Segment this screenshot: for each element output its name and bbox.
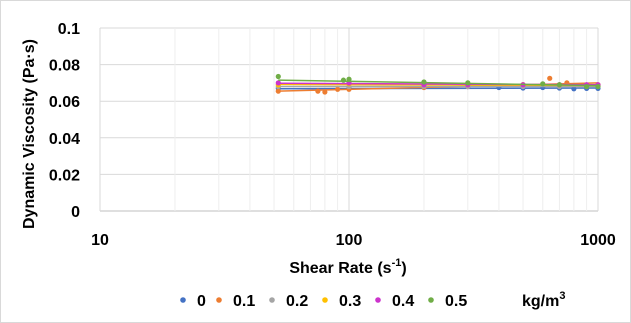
data-point [340,77,347,83]
x-tick-label: 10 [91,232,109,249]
legend-label: 0.3 [339,293,361,310]
legend-marker [375,297,381,303]
legend-unit-sup: 3 [559,290,565,302]
legend-label: 0.5 [445,293,467,310]
x-axis-title-main: Shear Rate (s [289,260,391,277]
y-tick-label: 0 [71,204,80,221]
legend-label: 0 [197,293,206,310]
x-axis-title: Shear Rate (s-1) [289,257,406,277]
x-axis-title-end: ) [401,260,406,277]
legend-item-0: 0 [180,293,206,310]
data-point [547,75,553,81]
data-point [335,86,341,92]
y-tick-label: 0.06 [49,94,80,111]
y-tick-labels: 0 0.02 0.04 0.06 0.08 0.1 [49,21,80,221]
data-point [421,79,427,85]
x-tick-labels: 10 100 1000 [91,232,616,249]
data-point [275,88,281,94]
series-0.5 [275,73,601,90]
legend: 0 0.1 0.2 0.3 0.4 0.5 [180,293,467,310]
x-tick-label: 1000 [580,232,616,249]
series-layer [275,73,601,95]
grid [99,27,599,212]
legend-label: 0.1 [233,293,255,310]
data-point [540,81,546,87]
data-point [584,83,590,90]
data-point [275,73,281,80]
x-tick-label: 100 [336,232,363,249]
y-tick-label: 0.1 [58,21,80,38]
legend-item-0.1: 0.1 [216,293,255,310]
data-point [556,82,563,88]
y-tick-label: 0.08 [49,58,80,75]
y-tick-label: 0.04 [49,131,80,148]
legend-marker [269,297,275,303]
legend-marker [216,297,222,303]
data-point [346,76,352,82]
data-point [571,86,577,92]
legend-unit-main: kg/m [522,293,559,310]
legend-item-0.3: 0.3 [322,293,361,310]
legend-item-0.5: 0.5 [428,293,467,310]
y-axis-title: Dynamic Viscosity (Pa·s) [21,39,38,229]
legend-unit: kg/m3 [522,290,565,310]
data-point [315,88,321,94]
legend-item-0.2: 0.2 [269,293,308,310]
data-point [465,80,471,86]
legend-marker [428,297,434,303]
y-tick-label: 0.02 [49,167,80,184]
legend-marker [322,297,328,303]
legend-label: 0.4 [392,293,414,310]
data-point [322,89,328,95]
trendline-0 [278,87,599,90]
x-axis-title-sup: -1 [392,257,402,269]
data-point [275,80,281,86]
legend-marker [180,297,186,303]
legend-label: 0.2 [286,293,308,310]
data-point [595,83,601,90]
legend-item-0.4: 0.4 [375,293,414,310]
